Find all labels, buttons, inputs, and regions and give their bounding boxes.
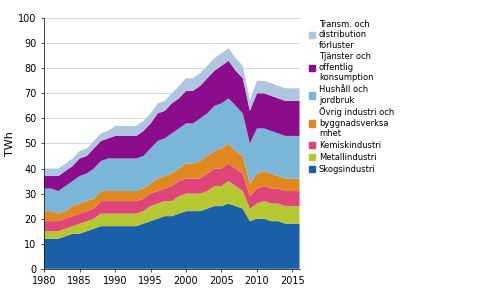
Legend: Transm. och
distribution
förluster, Tjänster och
offentlig
konsumption, Hushåll : Transm. och distribution förluster, Tjän…	[309, 20, 394, 174]
Y-axis label: TWh: TWh	[5, 131, 15, 156]
